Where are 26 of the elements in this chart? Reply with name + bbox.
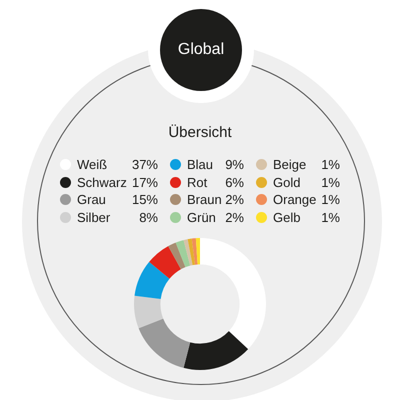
data-label: 1% bbox=[320, 192, 340, 208]
data-label: 37% bbox=[130, 157, 158, 172]
data-label: 17% bbox=[130, 174, 158, 190]
legend-label: Blau bbox=[187, 157, 214, 172]
data-label: 15% bbox=[130, 192, 158, 208]
data-label: 9% bbox=[224, 157, 244, 172]
data-label: 6% bbox=[224, 174, 244, 190]
legend-label: Rot bbox=[187, 174, 208, 190]
chart-title: Global bbox=[176, 40, 226, 60]
legend-label: Braun bbox=[187, 192, 222, 208]
legend-label: Schwarz bbox=[77, 174, 127, 190]
data-label: 1% bbox=[320, 210, 340, 225]
legend-label: Weiß bbox=[77, 157, 108, 172]
data-label: 1% bbox=[320, 157, 340, 172]
data-label: 2% bbox=[224, 210, 244, 225]
data-label: 2% bbox=[224, 192, 244, 208]
legend-label: Gold bbox=[273, 174, 300, 190]
data-label: 8% bbox=[138, 210, 158, 225]
legend-label: Gelb bbox=[273, 210, 300, 225]
legend-label: Grau bbox=[77, 192, 106, 208]
data-label: 1% bbox=[320, 174, 340, 190]
legend-label: Orange bbox=[273, 192, 316, 208]
legend-label: Beige bbox=[273, 157, 306, 172]
legend-label: Grün bbox=[187, 210, 216, 225]
legend-label: Silber bbox=[77, 210, 110, 225]
chart-subtitle: Übersicht bbox=[167, 124, 233, 142]
